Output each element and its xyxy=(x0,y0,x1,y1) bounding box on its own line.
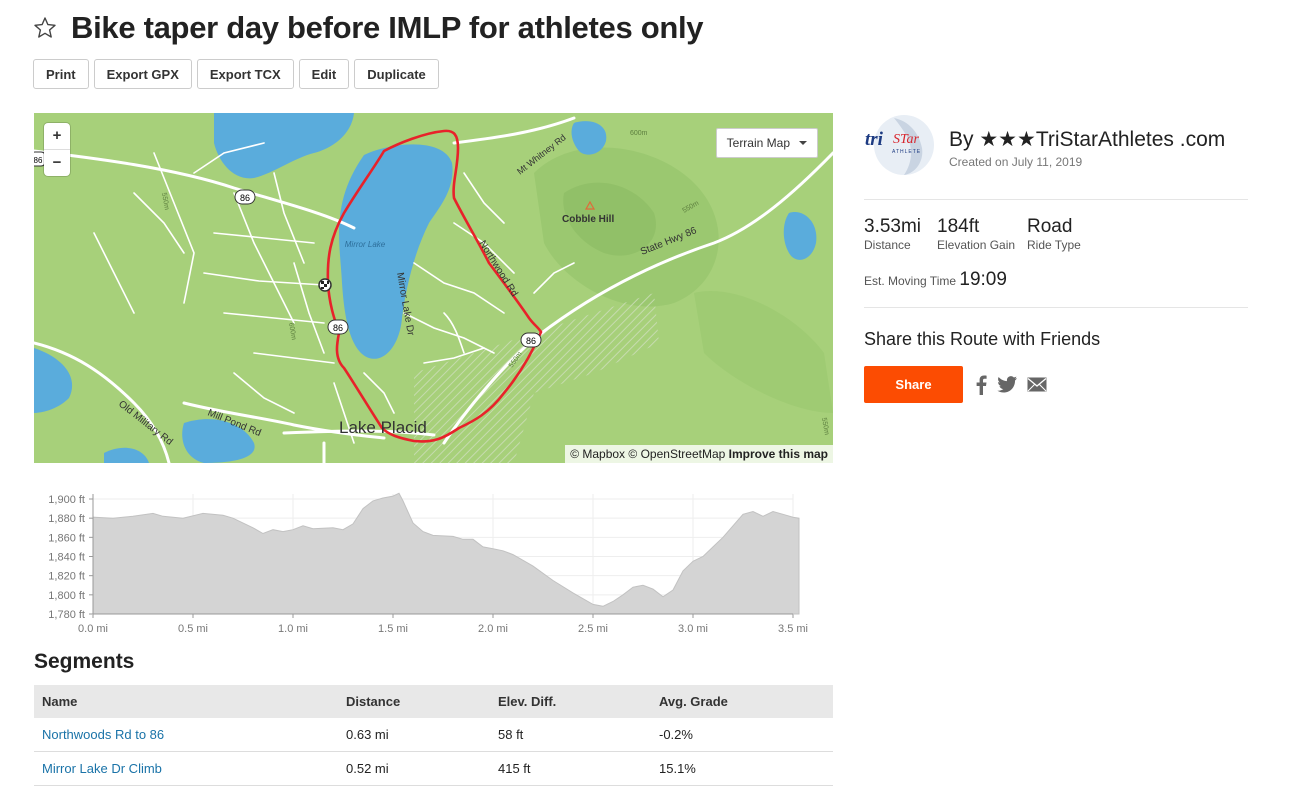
route-title: Bike taper day before IMLP for athletes … xyxy=(71,10,704,45)
town-label: Lake Placid xyxy=(339,418,427,437)
segment-link[interactable]: Mirror Lake Dr Climb xyxy=(42,761,162,776)
table-row: Mirror Lake Dr Climb 0.52 mi 415 ft 15.1… xyxy=(34,751,833,786)
export-tcx-button[interactable]: Export TCX xyxy=(196,59,294,89)
logo-athlete: ATHLETE xyxy=(892,149,921,155)
distance-label: Distance xyxy=(864,238,911,252)
route-line xyxy=(326,129,543,443)
segment-elev: 58 ft xyxy=(490,718,651,752)
duplicate-button[interactable]: Duplicate xyxy=(354,59,439,89)
zoom-out-button[interactable]: − xyxy=(44,149,70,176)
table-row: Northwoods Rd to 86 0.63 mi 58 ft -0.2% xyxy=(34,718,833,752)
elevation-chart[interactable]: 1,900 ft 1,880 ft 1,860 ft 1,840 ft 1,820 ft… xyxy=(34,483,814,643)
chevron-down-icon xyxy=(799,141,807,145)
print-button[interactable]: Print xyxy=(33,59,89,89)
author-name[interactable]: By ★★★TriStarAthletes .com xyxy=(949,128,1226,151)
social-icons xyxy=(975,375,1047,395)
y-tick-label: 1,840 ft xyxy=(48,552,85,564)
mirror-lake xyxy=(339,144,453,359)
export-gpx-button[interactable]: Export GPX xyxy=(93,59,192,89)
y-tick-label: 1,900 ft xyxy=(48,494,85,506)
segment-distance: 0.52 mi xyxy=(338,751,490,786)
x-tick-label: 3.5 mi xyxy=(778,623,808,635)
col-grade-header: Avg. Grade xyxy=(651,685,833,718)
segments-heading: Segments xyxy=(34,650,135,673)
svg-text:550m: 550m xyxy=(820,417,830,436)
segments-table: Name Distance Elev. Diff. Avg. Grade Nor… xyxy=(34,685,833,786)
shield-86-a: 86 xyxy=(234,189,256,205)
logo-star: STar xyxy=(893,132,920,147)
elevation-value: 184ft xyxy=(937,216,980,237)
share-row: Share xyxy=(864,366,1248,403)
x-tick-label: 0.0 mi xyxy=(78,623,108,635)
created-date: Created on July 11, 2019 xyxy=(949,155,1083,169)
svg-text:600m: 600m xyxy=(287,322,297,341)
route-toolbar: Print Export GPX Export TCX Edit Duplica… xyxy=(33,59,439,89)
mapbox-link[interactable]: © Mapbox xyxy=(570,447,626,461)
x-tick-label: 3.0 mi xyxy=(678,623,708,635)
x-tick-label: 2.0 mi xyxy=(478,623,508,635)
moving-time-value: 19:09 xyxy=(959,269,1007,290)
ride-type-label: Ride Type xyxy=(1027,238,1081,252)
segment-elev: 415 ft xyxy=(490,751,651,786)
title-row: Bike taper day before IMLP for athletes … xyxy=(33,10,704,46)
distance-value: 3.53mi xyxy=(864,216,922,237)
segment-grade: 15.1% xyxy=(651,751,833,786)
x-tick-label: 1.0 mi xyxy=(278,623,308,635)
route-stats: 3.53mi Distance 184ft Elevation Gain Roa… xyxy=(864,216,1248,252)
improve-map-link[interactable]: Improve this map xyxy=(728,447,828,461)
map-type-label: Terrain Map xyxy=(726,136,790,150)
col-elev-header: Elev. Diff. xyxy=(490,685,651,718)
col-distance-header: Distance xyxy=(338,685,490,718)
y-tick-label: 1,780 ft xyxy=(48,609,85,621)
twitter-icon[interactable] xyxy=(997,376,1017,393)
y-tick-label: 1,820 ft xyxy=(48,571,85,583)
hill-label: Cobble Hill xyxy=(562,214,614,225)
svg-text:550m: 550m xyxy=(160,192,170,211)
svg-text:86: 86 xyxy=(333,323,343,333)
avatar[interactable]: tri STar ATHLETE xyxy=(864,113,936,179)
map-canvas[interactable]: 86 86 86 86 Mirror Lake Lake Placid Cobb… xyxy=(34,113,833,463)
segment-link[interactable]: Northwoods Rd to 86 xyxy=(42,727,165,742)
lake-label: Mirror Lake xyxy=(345,240,386,249)
logo-tri: tri xyxy=(865,129,884,150)
x-tick-label: 0.5 mi xyxy=(178,623,208,635)
x-tick-label: 2.5 mi xyxy=(578,623,608,635)
mail-icon[interactable] xyxy=(1027,377,1047,392)
shield-86-b: 86 xyxy=(327,319,349,335)
map-type-select[interactable]: Terrain Map xyxy=(715,128,818,158)
edit-button[interactable]: Edit xyxy=(298,59,350,89)
route-sidebar: tri STar ATHLETE By ★★★TriStarAthletes .… xyxy=(864,113,1248,403)
map-attribution: © Mapbox © OpenStreetMap Improve this ma… xyxy=(565,445,833,463)
elevation-label: Elevation Gain xyxy=(937,238,1016,252)
elevation-area xyxy=(92,492,800,615)
segments-header-row: Name Distance Elev. Diff. Avg. Grade xyxy=(34,685,833,718)
y-tick-label: 1,880 ft xyxy=(48,513,85,525)
facebook-icon[interactable] xyxy=(975,375,987,395)
y-tick-label: 1,860 ft xyxy=(48,532,85,544)
y-tick-label: 1,800 ft xyxy=(48,590,85,602)
route-map[interactable]: 86 86 86 86 Mirror Lake Lake Placid Cobb… xyxy=(34,113,833,463)
ride-type-value: Road xyxy=(1027,216,1073,237)
svg-text:86: 86 xyxy=(34,156,43,165)
zoom-in-button[interactable]: + xyxy=(52,127,62,144)
x-tick-label: 1.5 mi xyxy=(378,623,408,635)
svg-text:86: 86 xyxy=(526,336,536,346)
col-name-header: Name xyxy=(34,685,338,718)
shield-86-c: 86 xyxy=(520,332,542,348)
star-icon[interactable] xyxy=(33,16,57,40)
share-heading: Share this Route with Friends xyxy=(864,329,1101,349)
svg-text:86: 86 xyxy=(240,193,250,203)
svg-text:600m: 600m xyxy=(630,130,648,137)
segment-distance: 0.63 mi xyxy=(338,718,490,752)
share-button[interactable]: Share xyxy=(864,366,963,403)
moving-time: Est. Moving Time 19:09 xyxy=(864,269,1248,291)
osm-link[interactable]: © OpenStreetMap xyxy=(628,447,726,461)
moving-time-label: Est. Moving Time xyxy=(864,274,957,288)
author-block: tri STar ATHLETE By ★★★TriStarAthletes .… xyxy=(864,113,1248,179)
zoom-control: + − xyxy=(44,123,70,176)
segment-grade: -0.2% xyxy=(651,718,833,752)
